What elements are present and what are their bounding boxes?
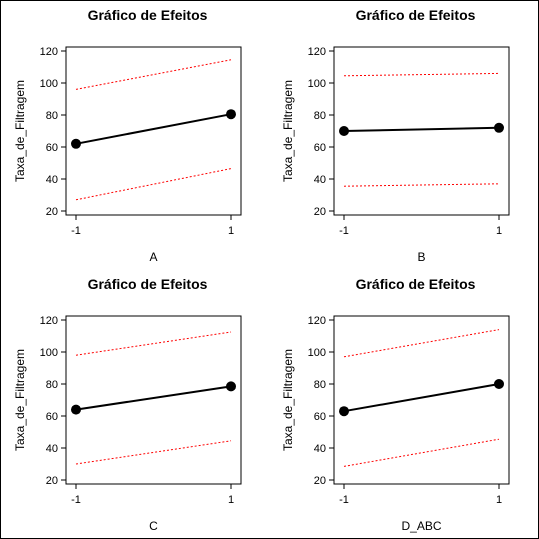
effect-point (339, 406, 349, 417)
effect-point (494, 122, 504, 133)
effect-line (75, 113, 232, 145)
chart-title: Gráfico de Efeitos (88, 7, 208, 23)
x-tick-label: 1 (228, 494, 234, 506)
y-tick-label: 20 (46, 475, 58, 487)
x-axis-label: C (149, 519, 158, 533)
effect-point (71, 138, 81, 149)
y-tick-label: 120 (308, 315, 326, 327)
lower-limit-line (343, 438, 500, 467)
chart-title: Gráfico de Efeitos (356, 7, 476, 23)
y-tick-label: 120 (40, 46, 58, 58)
y-axis-label: Taxa_de_Filtragem (13, 80, 27, 182)
y-tick-label: 120 (40, 315, 58, 327)
effect-line (75, 385, 232, 411)
x-axis-label: D_ABC (401, 519, 441, 533)
y-tick-label: 20 (46, 206, 58, 218)
lower-limit-line (75, 168, 232, 201)
chart-title: Gráfico de Efeitos (356, 276, 476, 292)
x-axis-label: B (417, 250, 425, 264)
y-tick-label: 100 (40, 78, 58, 90)
plot-box (333, 46, 510, 216)
x-tick-label: -1 (339, 494, 349, 506)
upper-limit-line (343, 329, 500, 358)
effect-line (343, 383, 500, 413)
plot-box (65, 46, 242, 216)
y-tick-label: 80 (314, 379, 326, 391)
y-tick-label: 100 (308, 78, 326, 90)
y-tick-label: 80 (46, 379, 58, 391)
y-tick-label: 20 (314, 206, 326, 218)
y-tick-label: 100 (308, 347, 326, 359)
y-tick-label: 40 (46, 443, 58, 455)
plot-box (333, 315, 510, 485)
y-tick-label: 20 (314, 475, 326, 487)
y-tick-label: 60 (46, 411, 58, 423)
x-axis-label: A (149, 250, 157, 264)
x-tick-label: 1 (228, 225, 234, 237)
upper-limit-line (75, 59, 232, 90)
effect-panel-b: Gráfico de Efeitos 20 40 60 80 100 120 -1 1 B Taxa… (281, 7, 510, 264)
y-tick-label: 40 (314, 174, 326, 186)
x-tick-label: -1 (71, 494, 81, 506)
upper-limit-line (75, 331, 232, 356)
y-tick-label: 120 (308, 46, 326, 58)
chart-title: Gráfico de Efeitos (88, 276, 208, 292)
effect-point (226, 109, 236, 120)
y-tick-label: 40 (46, 174, 58, 186)
effect-panel-d_abc: Gráfico de Efeitos 20 40 60 80 100 120 -1 1 D_ABC… (281, 276, 510, 533)
y-tick-label: 100 (40, 347, 58, 359)
upper-limit-line (343, 72, 500, 77)
x-tick-label: 1 (496, 494, 502, 506)
lower-limit-line (343, 183, 500, 187)
effect-point (226, 381, 236, 392)
y-tick-label: 40 (314, 443, 326, 455)
y-tick-label: 80 (46, 110, 58, 122)
effect-panel-c: Gráfico de Efeitos 20 40 60 80 100 120 -1 1 C Taxa… (13, 276, 242, 533)
y-axis-label: Taxa_de_Filtragem (13, 349, 27, 451)
effect-point (494, 379, 504, 389)
plot-box (65, 315, 242, 485)
y-tick-label: 80 (314, 110, 326, 122)
lower-limit-line (75, 440, 232, 465)
x-tick-label: -1 (71, 225, 81, 237)
y-tick-label: 60 (46, 142, 58, 154)
y-tick-label: 60 (314, 142, 326, 154)
effect-point (339, 126, 349, 136)
effect-line (343, 126, 500, 132)
y-axis-label: Taxa_de_Filtragem (281, 349, 295, 451)
x-tick-label: 1 (496, 225, 502, 237)
y-tick-label: 60 (314, 411, 326, 423)
y-axis-label: Taxa_de_Filtragem (281, 80, 295, 182)
effect-point (71, 404, 81, 415)
x-tick-label: -1 (339, 225, 349, 237)
effect-panel-a: Gráfico de Efeitos 20 40 60 80 100 120 -1 1 A Taxa… (13, 7, 242, 264)
